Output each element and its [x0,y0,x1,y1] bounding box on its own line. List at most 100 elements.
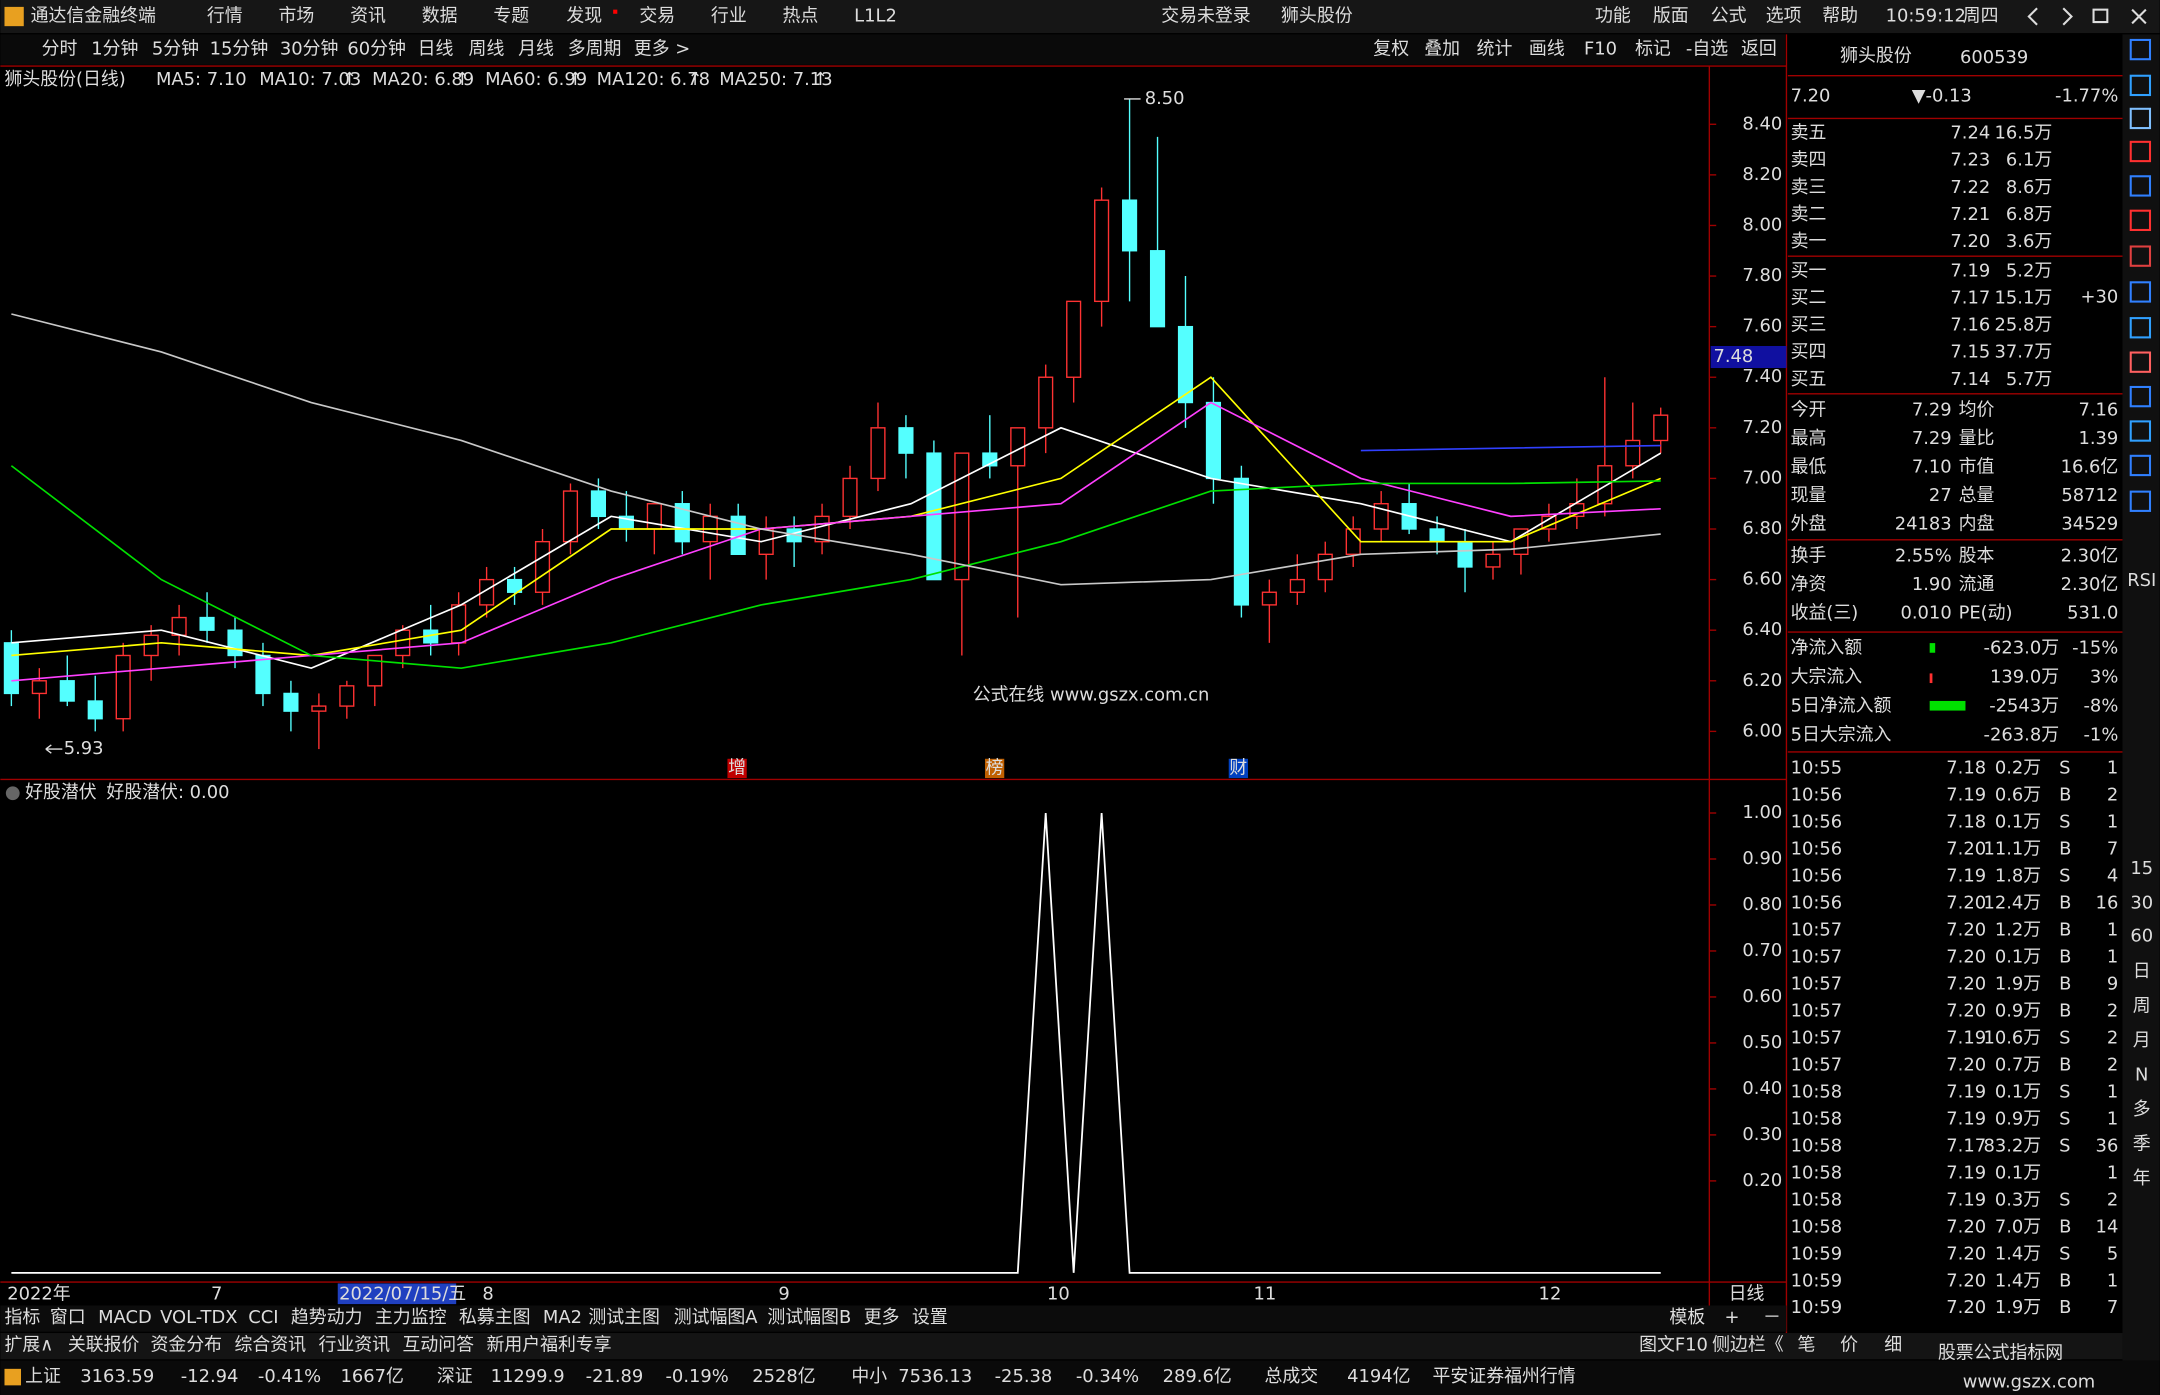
menu-item[interactable]: 交易 [639,6,675,27]
tab[interactable]: + [1724,1307,1739,1328]
sidebar-icon[interactable] [2129,454,2152,477]
tab[interactable]: 扩展∧ [4,1334,53,1355]
sidebar-icon[interactable] [2129,209,2152,232]
menu-item[interactable]: 版面 [1653,6,1689,27]
period[interactable]: 5分钟 [152,39,199,60]
menu-item[interactable]: 行情 [207,6,243,27]
tab[interactable]: CCI [248,1307,278,1328]
tab[interactable]: 测试主图 [588,1307,660,1328]
event[interactable]: 榜 [986,757,1004,778]
indicator-toggle[interactable] [5,786,20,801]
sidebar-button[interactable]: 周 [2133,996,2151,1017]
menu-item[interactable]: 公式 [1711,6,1747,27]
period[interactable]: 多周期 [568,39,622,60]
tool[interactable]: 叠加 [1424,39,1460,60]
tab[interactable]: 互动问答 [402,1334,474,1355]
alert[interactable]: 狮头股份 [1281,6,1353,27]
period[interactable]: 日线 [418,39,454,60]
sidebar-button[interactable]: 日 [2133,961,2151,982]
sidebar-icon[interactable] [2129,490,2152,512]
event[interactable]: 增 [728,757,746,778]
menu-item[interactable]: 帮助 [1822,6,1858,27]
period[interactable]: 30分钟 [280,39,339,60]
sidebar-button[interactable]: N [2135,1065,2148,1086]
sidebar-icon[interactable] [2129,175,2152,197]
alert[interactable]: 交易未登录 [1161,6,1251,27]
maximize[interactable] [2092,8,2109,24]
sidebar-icon[interactable] [2129,245,2152,267]
period[interactable]: 分时 [42,39,78,60]
period[interactable]: 月线 [518,39,554,60]
tab[interactable]: MACD [98,1307,152,1328]
tab[interactable]: 侧边栏《 [1712,1334,1784,1355]
sidebar-icon[interactable] [2129,317,2152,339]
menu-item[interactable]: 选项 [1766,6,1802,27]
sidebar-button[interactable]: RSI [2127,570,2156,591]
tab[interactable]: 新用户福利专享 [486,1334,611,1355]
tool[interactable]: 复权 [1373,39,1409,60]
sidebar-button[interactable]: 多 [2133,1099,2151,1120]
period[interactable]: 60分钟 [347,39,406,60]
menu-item[interactable]: 数据 [422,6,458,27]
sidebar-icon[interactable] [2129,38,2152,61]
period[interactable]: 15分钟 [210,39,269,60]
sidebar-button[interactable]: 60 [2130,925,2153,946]
menu-item[interactable]: 功能 [1595,6,1631,27]
tab[interactable]: 测试幅图B [767,1307,851,1328]
tool[interactable]: 标记 [1635,39,1671,60]
sidebar-button[interactable]: 季 [2133,1133,2151,1154]
tab[interactable]: 趋势动力 [291,1307,363,1328]
sidebar-button[interactable]: 月 [2133,1030,2151,1051]
tab[interactable]: 测试幅图A [674,1307,759,1328]
period[interactable]: 更多 > [634,39,690,60]
tab[interactable]: － [1763,1307,1781,1328]
forward[interactable] [2062,7,2073,26]
sidebar-icon[interactable] [2129,140,2152,163]
tab[interactable]: MA2 [543,1307,582,1328]
sidebar-button[interactable]: 15 [2130,858,2153,879]
tool[interactable]: 画线 [1529,39,1565,60]
tab[interactable]: 细 [1884,1334,1902,1355]
close[interactable] [2131,8,2147,25]
tab[interactable]: 资金分布 [150,1334,222,1355]
tab[interactable]: 更多 [864,1307,900,1328]
tab[interactable]: 行业资讯 [318,1334,390,1355]
sidebar-icon[interactable] [2129,351,2152,373]
period[interactable]: 1分钟 [91,39,138,60]
event[interactable]: 财 [1229,757,1247,778]
tool[interactable]: F10 [1584,39,1617,60]
tab[interactable]: 设置 [912,1307,948,1328]
menu-item[interactable]: 资讯 [350,6,386,27]
menu-item[interactable]: L1L2 [854,6,897,27]
sidebar-icon[interactable] [2129,74,2152,97]
sidebar-button[interactable]: 年 [2133,1168,2151,1189]
sidebar-icon[interactable] [2129,385,2152,408]
menu-item[interactable]: 行业 [711,6,747,27]
back[interactable] [2027,7,2038,26]
sidebar-icon[interactable] [2129,420,2152,442]
menu-item[interactable]: 专题 [493,6,529,27]
tab[interactable]: 主力监控 [375,1307,447,1328]
tab[interactable]: 关联报价 [68,1334,140,1355]
tool[interactable]: -自选 [1686,39,1728,60]
book-label: 买二 [1791,287,1827,308]
tab[interactable]: 图文F10 [1639,1334,1708,1355]
tab[interactable]: 私募主图 [459,1307,531,1328]
menu-item[interactable]: 市场 [279,6,315,27]
menu-item[interactable]: 发现 [566,6,602,27]
tab[interactable]: 综合资讯 [234,1334,306,1355]
tab[interactable]: 指标 [4,1307,40,1328]
tool[interactable]: 统计 [1477,39,1513,60]
sidebar-icon[interactable] [2129,107,2152,130]
menu-item[interactable]: 热点 [783,6,819,27]
tab[interactable]: 价 [1840,1334,1858,1355]
tab[interactable]: 窗口 [50,1307,86,1328]
flow-bar [1929,700,1966,711]
tab[interactable]: VOL-TDX [160,1307,237,1328]
sidebar-icon[interactable] [2129,281,2152,303]
tab[interactable]: 笔 [1797,1334,1815,1355]
tool[interactable]: 返回 [1741,39,1777,60]
tab[interactable]: 模板 [1669,1307,1705,1328]
sidebar-button[interactable]: 30 [2130,892,2153,913]
period[interactable]: 周线 [469,39,505,60]
